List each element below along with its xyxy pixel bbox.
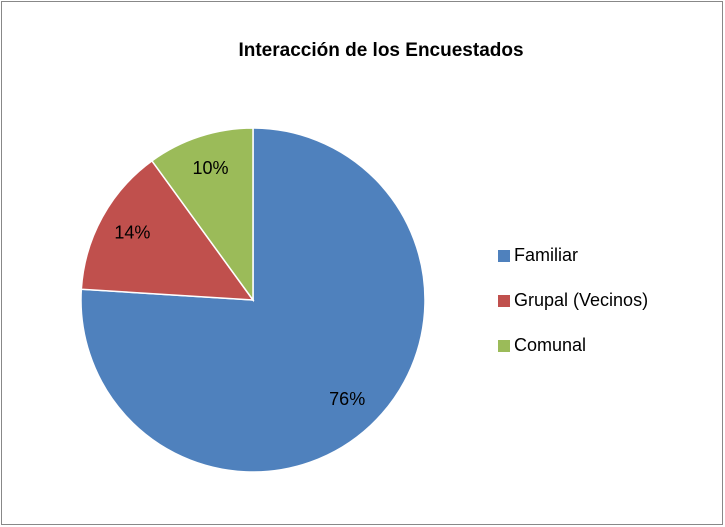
pie-slice bbox=[150, 127, 254, 303]
legend-marker bbox=[498, 295, 510, 307]
legend-label: Familiar bbox=[514, 245, 578, 265]
legend-label: Comunal bbox=[514, 335, 586, 355]
legend-marker bbox=[498, 250, 510, 262]
data-label: 10% bbox=[192, 158, 228, 178]
pie-slice bbox=[80, 159, 255, 301]
data-label: 14% bbox=[114, 222, 150, 242]
legend-marker bbox=[498, 340, 510, 352]
legend-label: Grupal (Vecinos) bbox=[514, 290, 648, 310]
data-label: 76% bbox=[329, 389, 365, 409]
chart-title: Interacción de los Encuestados bbox=[238, 40, 523, 61]
